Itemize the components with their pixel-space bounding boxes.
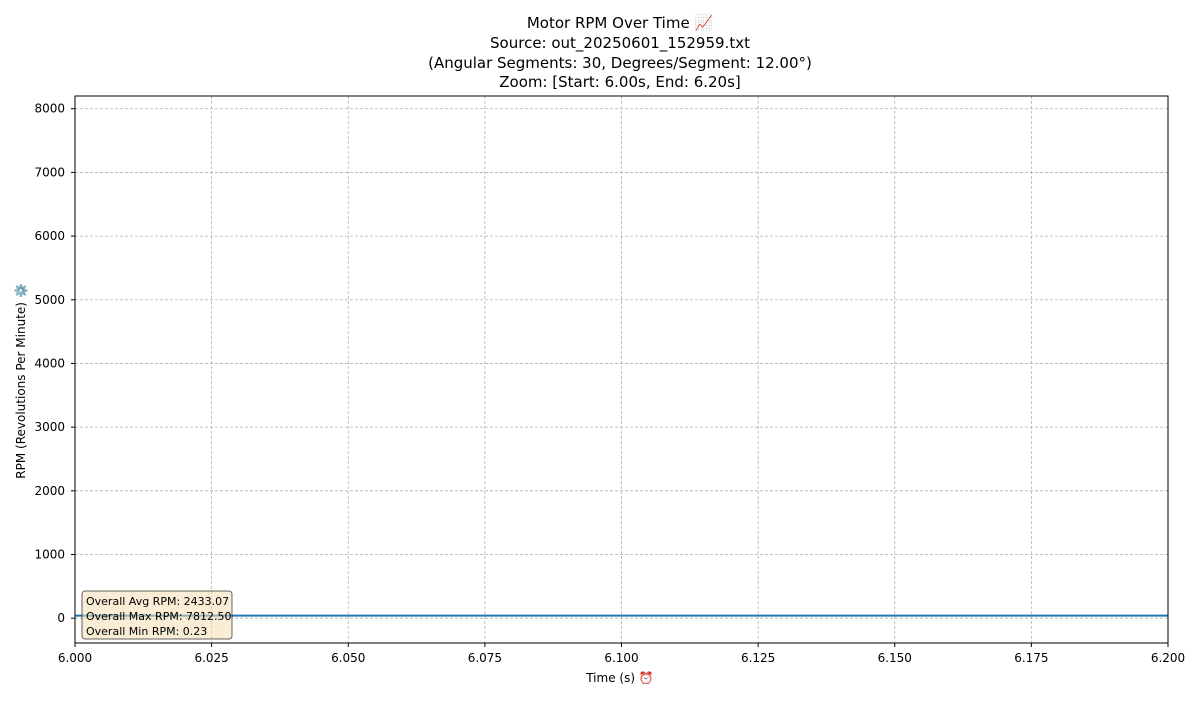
y-tick-label: 8000: [34, 102, 65, 116]
x-tick-label: 6.200: [1151, 651, 1185, 665]
x-tick-label: 6.125: [741, 651, 775, 665]
stats-avg-rpm: Overall Avg RPM: 2433.07: [86, 595, 229, 608]
title-line-4: Zoom: [Start: 6.00s, End: 6.20s]: [499, 73, 741, 91]
y-tick-label: 3000: [34, 420, 65, 434]
y-axis-label: RPM (Revolutions Per Minute) ⚙️: [14, 283, 28, 478]
stats-max-rpm: Overall Max RPM: 7812.50: [86, 610, 232, 623]
y-tick-label: 5000: [34, 293, 65, 307]
x-tick-label: 6.100: [604, 651, 638, 665]
x-tick-label: 6.175: [1014, 651, 1048, 665]
title-line-2: Source: out_20250601_152959.txt: [490, 34, 750, 53]
y-tick-label: 4000: [34, 356, 65, 370]
x-tick-label: 6.150: [878, 651, 912, 665]
x-axis-label: Time (s) ⏰: [585, 670, 654, 685]
y-tick-label: 0: [57, 611, 65, 625]
x-tick-label: 6.075: [468, 651, 502, 665]
y-tick-label: 1000: [34, 547, 65, 561]
y-tick-label: 7000: [34, 165, 65, 179]
chart-title: Motor RPM Over Time 📈 Source: out_202506…: [428, 14, 812, 91]
x-tick-label: 6.000: [58, 651, 92, 665]
y-tick-label: 2000: [34, 484, 65, 498]
stats-min-rpm: Overall Min RPM: 0.23: [86, 625, 207, 638]
y-tick-label: 6000: [34, 229, 65, 243]
x-tick-label: 6.050: [331, 651, 365, 665]
stats-box: Overall Avg RPM: 2433.07 Overall Max RPM…: [81, 590, 233, 640]
title-line-3: (Angular Segments: 30, Degrees/Segment: …: [428, 54, 812, 72]
grid-layer: [74, 96, 1169, 643]
title-line-1: Motor RPM Over Time 📈: [527, 14, 713, 32]
tick-layer: 6.000 6.025 6.050 6.075 6.100 6.125 6.150 6.175…: [34, 102, 1185, 665]
x-tick-label: 6.025: [194, 651, 228, 665]
stats-box-background: [81, 590, 233, 640]
